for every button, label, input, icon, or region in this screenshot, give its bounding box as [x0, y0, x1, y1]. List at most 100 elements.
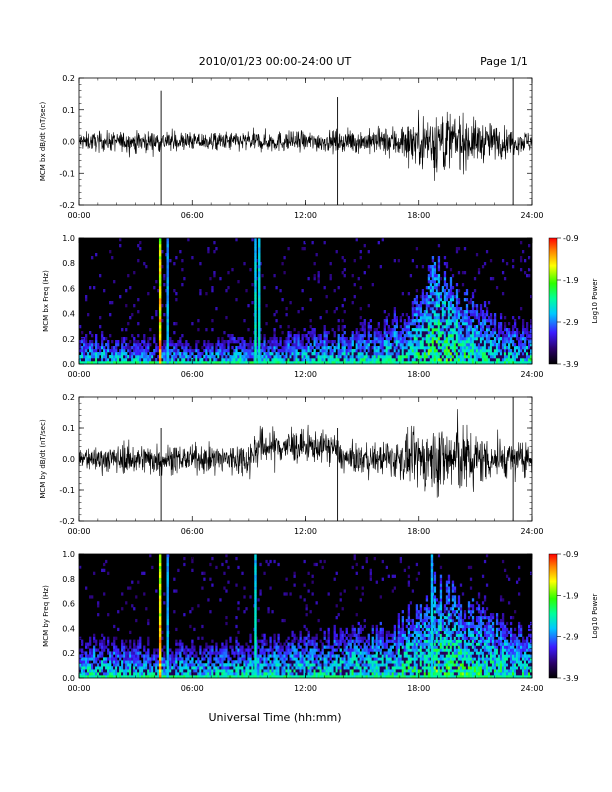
spectrogram-cell [523, 340, 527, 344]
spectrogram-cell [345, 636, 348, 640]
spectrogram-cell [341, 325, 344, 329]
x-tick-label: 06:00 [181, 370, 204, 379]
spectrogram-cell [337, 361, 340, 365]
spectrogram-cell [379, 334, 382, 338]
spectrogram-cell [507, 337, 511, 341]
spectrogram-cell [459, 355, 463, 359]
spectrogram-cell [329, 361, 332, 365]
spectrogram-cell [183, 648, 186, 652]
spectrogram-cell [501, 292, 505, 296]
spectrogram-cell [435, 274, 439, 278]
spectrogram-cell [499, 313, 503, 317]
spectrogram-cell [313, 675, 316, 679]
spectrogram-cell [523, 346, 527, 350]
spectrogram-cell [403, 355, 407, 359]
spectrogram-cell [263, 340, 266, 344]
spectrogram-cell [343, 654, 346, 658]
spectrogram-cell [381, 343, 384, 347]
spectrogram-cell [273, 666, 276, 670]
spectrogram-cell [323, 331, 326, 335]
spectrogram-cell [315, 657, 318, 661]
spectrogram-cell [485, 343, 489, 347]
spectrogram-line-cell [258, 358, 261, 362]
spectrogram-cell [251, 346, 254, 350]
spectrogram-cell [153, 349, 156, 353]
spectrogram-cell [495, 286, 499, 290]
spectrogram-line-cell [254, 250, 257, 254]
spectrogram-cell [327, 645, 330, 649]
spectrogram-cell [191, 322, 194, 326]
spectrogram-cell [85, 340, 88, 344]
spectrogram-cell [441, 340, 445, 344]
spectrogram-cell [257, 657, 260, 661]
spectrogram-cell [409, 322, 413, 326]
spectrogram-cell [133, 639, 136, 643]
spectrogram-cell [145, 660, 148, 664]
spectrogram-cell [121, 669, 124, 673]
spectrogram-cell [247, 648, 250, 652]
spectrogram-cell [501, 355, 505, 359]
spectrogram-cell [411, 304, 415, 308]
x-tick-label: 00:00 [67, 527, 90, 536]
spectrogram-cell [521, 361, 525, 365]
spectrogram-cell [213, 358, 216, 362]
spectrogram-cell [435, 349, 439, 353]
spectrogram-cell [421, 331, 425, 335]
spectrogram-cell [131, 648, 134, 652]
spectrogram-cell [193, 675, 196, 679]
spectrogram-cell [113, 660, 116, 664]
spectrogram-cell [163, 346, 166, 350]
spectrogram-cell [487, 343, 491, 347]
spectrogram-cell [121, 648, 124, 652]
y-tick-label: -0.1 [59, 169, 75, 178]
spectrogram-cell [133, 343, 136, 347]
spectrogram-cell [427, 298, 431, 302]
spectrogram-cell [361, 334, 364, 338]
spectrogram-cell [339, 642, 342, 646]
spectrogram-cell [475, 253, 479, 257]
spectrogram-cell [477, 331, 481, 335]
spectrogram-cell [229, 337, 232, 341]
spectrogram-line-cell [166, 304, 169, 308]
spectrogram-cell [81, 666, 84, 670]
spectrogram-cell [321, 346, 324, 350]
spectrogram-cell [189, 624, 192, 629]
spectrogram-cell [181, 663, 184, 667]
spectrogram-cell [139, 675, 142, 679]
spectrogram-cell [331, 352, 334, 356]
spectrogram-cell [137, 298, 140, 302]
spectrogram-cell [373, 355, 376, 359]
spectrogram-cell [449, 334, 453, 338]
spectrogram-cell [115, 358, 118, 362]
spectrogram-cell [279, 654, 282, 658]
spectrogram-cell [355, 334, 358, 338]
spectrogram-cell [429, 343, 433, 347]
spectrogram-cell [313, 648, 316, 652]
spectrogram-line-cell [254, 349, 257, 353]
spectrogram-cell [415, 301, 419, 305]
spectrogram-cell [93, 286, 96, 290]
spectrogram-cell [521, 319, 525, 323]
spectrogram-cell [467, 358, 471, 362]
spectrogram-cell [143, 343, 146, 347]
spectrogram-cell [433, 331, 437, 335]
spectrogram-cell [425, 343, 429, 347]
spectrogram-cell [455, 292, 459, 296]
spectrogram-cell [179, 250, 182, 254]
spectrogram-cell [79, 565, 82, 570]
spectrogram-cell [81, 340, 84, 344]
spectrogram-cell [229, 669, 232, 673]
spectrogram-cell [439, 319, 443, 323]
spectrogram-cell [469, 334, 473, 338]
spectrogram-cell [313, 660, 316, 664]
spectrogram-cell [239, 346, 242, 350]
spectrogram-cell [161, 358, 164, 362]
spectrogram-cell [355, 340, 358, 344]
spectrogram-cell [505, 355, 509, 359]
spectrogram-cell [249, 669, 252, 673]
spectrogram-cell [115, 352, 118, 356]
spectrogram-cell [429, 319, 433, 323]
spectrogram-cell [353, 349, 356, 353]
spectrogram-cell [481, 265, 485, 269]
spectrogram-cell [107, 349, 110, 353]
